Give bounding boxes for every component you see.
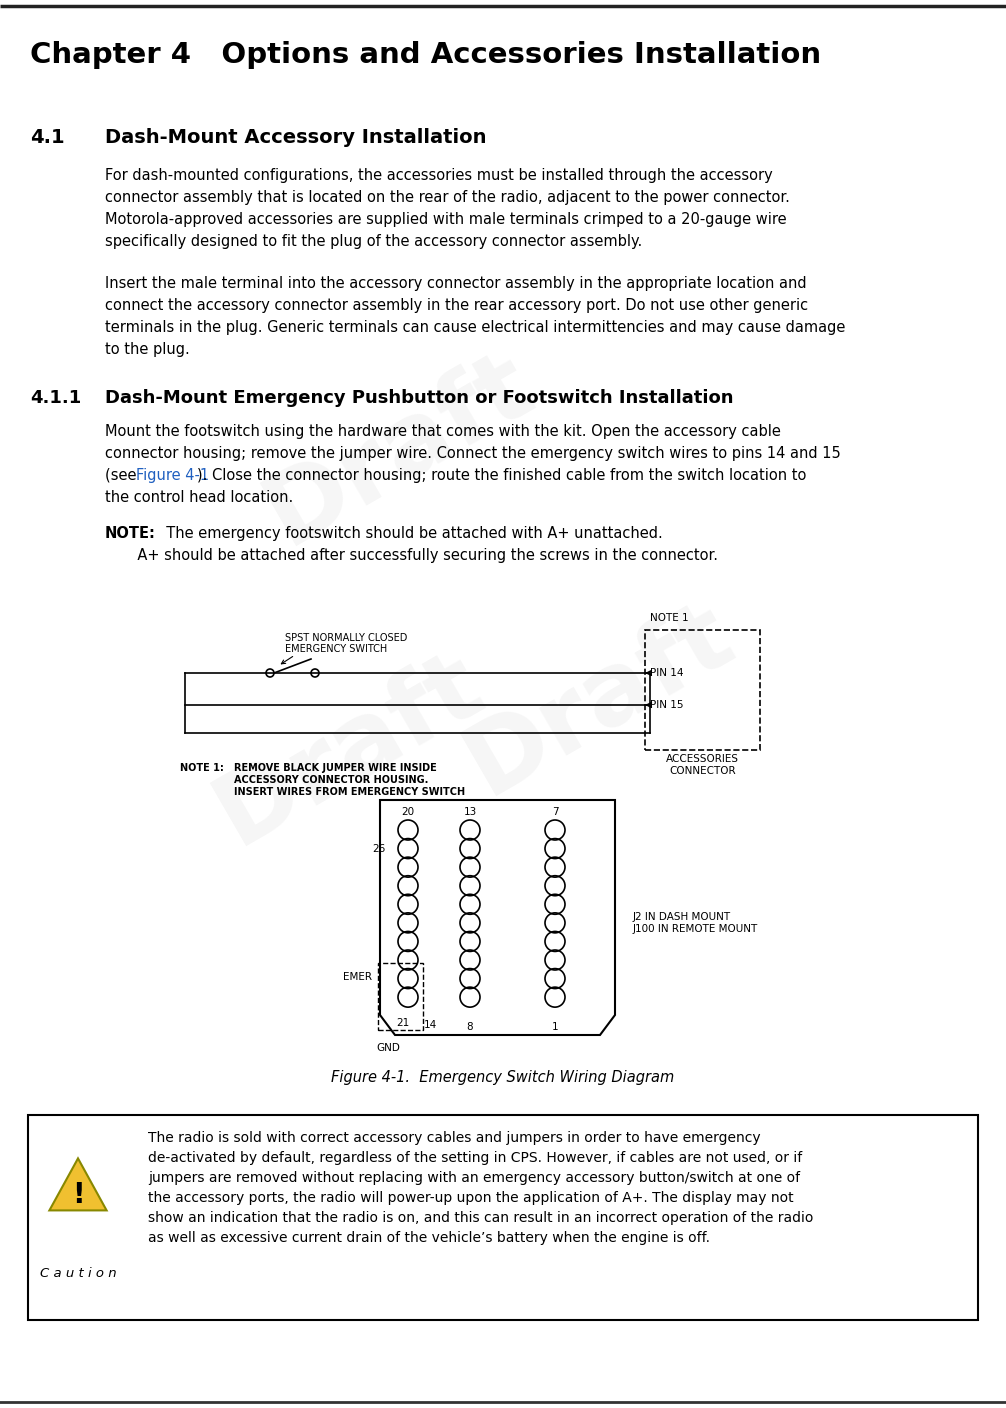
Text: jumpers are removed without replacing with an emergency accessory button/switch : jumpers are removed without replacing wi… [148,1171,800,1186]
Text: Mount the footswitch using the hardware that comes with the kit. Open the access: Mount the footswitch using the hardware … [105,424,781,439]
Text: the accessory ports, the radio will power-up upon the application of A+. The dis: the accessory ports, the radio will powe… [148,1191,794,1205]
Polygon shape [49,1159,107,1211]
Text: Chapter 4   Options and Accessories Installation: Chapter 4 Options and Accessories Instal… [30,41,821,69]
Text: Dash-Mount Emergency Pushbutton or Footswitch Installation: Dash-Mount Emergency Pushbutton or Foots… [105,389,733,407]
Bar [645,629,760,750]
Text: !: ! [71,1181,85,1209]
Text: as well as excessive current drain of the vehicle’s battery when the engine is o: as well as excessive current drain of th… [148,1231,710,1245]
Text: the control head location.: the control head location. [105,490,294,505]
Text: specifically designed to fit the plug of the accessory connector assembly.: specifically designed to fit the plug of… [105,234,642,249]
Text: 21: 21 [396,1018,409,1028]
Text: 26: 26 [373,843,386,853]
Text: ). Close the connector housing; route the finished cable from the switch locatio: ). Close the connector housing; route th… [197,467,807,483]
Text: (see: (see [105,467,141,483]
Text: 7: 7 [551,807,558,817]
Text: 1: 1 [551,1022,558,1032]
Text: 4.1: 4.1 [30,128,64,146]
Text: Draft: Draft [450,586,750,815]
Text: NOTE:: NOTE: [105,527,156,541]
Text: to the plug.: to the plug. [105,342,190,358]
Text: terminals in the plug. Generic terminals can cause electrical intermittencies an: terminals in the plug. Generic terminals… [105,320,845,335]
Text: 8: 8 [467,1022,473,1032]
Text: For dash-mounted configurations, the accessories must be installed through the a: For dash-mounted configurations, the acc… [105,168,773,183]
Text: NOTE 1: NOTE 1 [650,612,689,622]
Text: SPST NORMALLY CLOSED: SPST NORMALLY CLOSED [285,634,407,643]
Text: EMERGENCY SWITCH: EMERGENCY SWITCH [285,643,387,653]
Text: ACCESSORIES
CONNECTOR: ACCESSORIES CONNECTOR [666,755,739,776]
Text: EMER: EMER [343,972,372,981]
Text: A+ should be attached after successfully securing the screws in the connector.: A+ should be attached after successfully… [105,548,718,563]
Text: Figure 4-1.  Emergency Switch Wiring Diagram: Figure 4-1. Emergency Switch Wiring Diag… [331,1070,675,1086]
Text: Figure 4-1: Figure 4-1 [136,467,209,483]
Bar [28,1115,978,1321]
Text: ACCESSORY CONNECTOR HOUSING.: ACCESSORY CONNECTOR HOUSING. [180,774,429,786]
Text: 20: 20 [401,807,414,817]
Text: Draft: Draft [249,335,550,565]
Text: connector housing; remove the jumper wire. Connect the emergency switch wires to: connector housing; remove the jumper wir… [105,446,841,460]
Text: The emergency footswitch should be attached with A+ unattached.: The emergency footswitch should be attac… [157,527,663,541]
Text: connect the accessory connector assembly in the rear accessory port. Do not use : connect the accessory connector assembly… [105,298,808,313]
Text: Dash-Mount Accessory Installation: Dash-Mount Accessory Installation [105,128,487,146]
Text: Insert the male terminal into the accessory connector assembly in the appropriat: Insert the male terminal into the access… [105,276,807,291]
Bar [378,963,423,1031]
Text: connector assembly that is located on the rear of the radio, adjacent to the pow: connector assembly that is located on th… [105,190,790,206]
Text: The radio is sold with correct accessory cables and jumpers in order to have eme: The radio is sold with correct accessory… [148,1131,761,1145]
Text: NOTE 1:   REMOVE BLACK JUMPER WIRE INSIDE: NOTE 1: REMOVE BLACK JUMPER WIRE INSIDE [180,763,437,773]
Text: PIN 14: PIN 14 [650,667,683,679]
Text: Motorola-approved accessories are supplied with male terminals crimped to a 20-g: Motorola-approved accessories are suppli… [105,213,787,227]
Text: 14: 14 [424,1019,437,1031]
Text: GND: GND [376,1043,400,1053]
Text: show an indication that the radio is on, and this can result in an incorrect ope: show an indication that the radio is on,… [148,1211,814,1225]
Text: 13: 13 [464,807,477,817]
Text: PIN 15: PIN 15 [650,700,683,710]
Text: C a u t i o n: C a u t i o n [39,1267,117,1280]
Text: 4.1.1: 4.1.1 [30,389,81,407]
Text: Draft: Draft [199,635,500,865]
Text: de-activated by default, regardless of the setting in CPS. However, if cables ar: de-activated by default, regardless of t… [148,1150,802,1164]
Text: INSERT WIRES FROM EMERGENCY SWITCH: INSERT WIRES FROM EMERGENCY SWITCH [180,787,465,797]
Text: J2 IN DASH MOUNT
J100 IN REMOTE MOUNT: J2 IN DASH MOUNT J100 IN REMOTE MOUNT [633,912,759,934]
